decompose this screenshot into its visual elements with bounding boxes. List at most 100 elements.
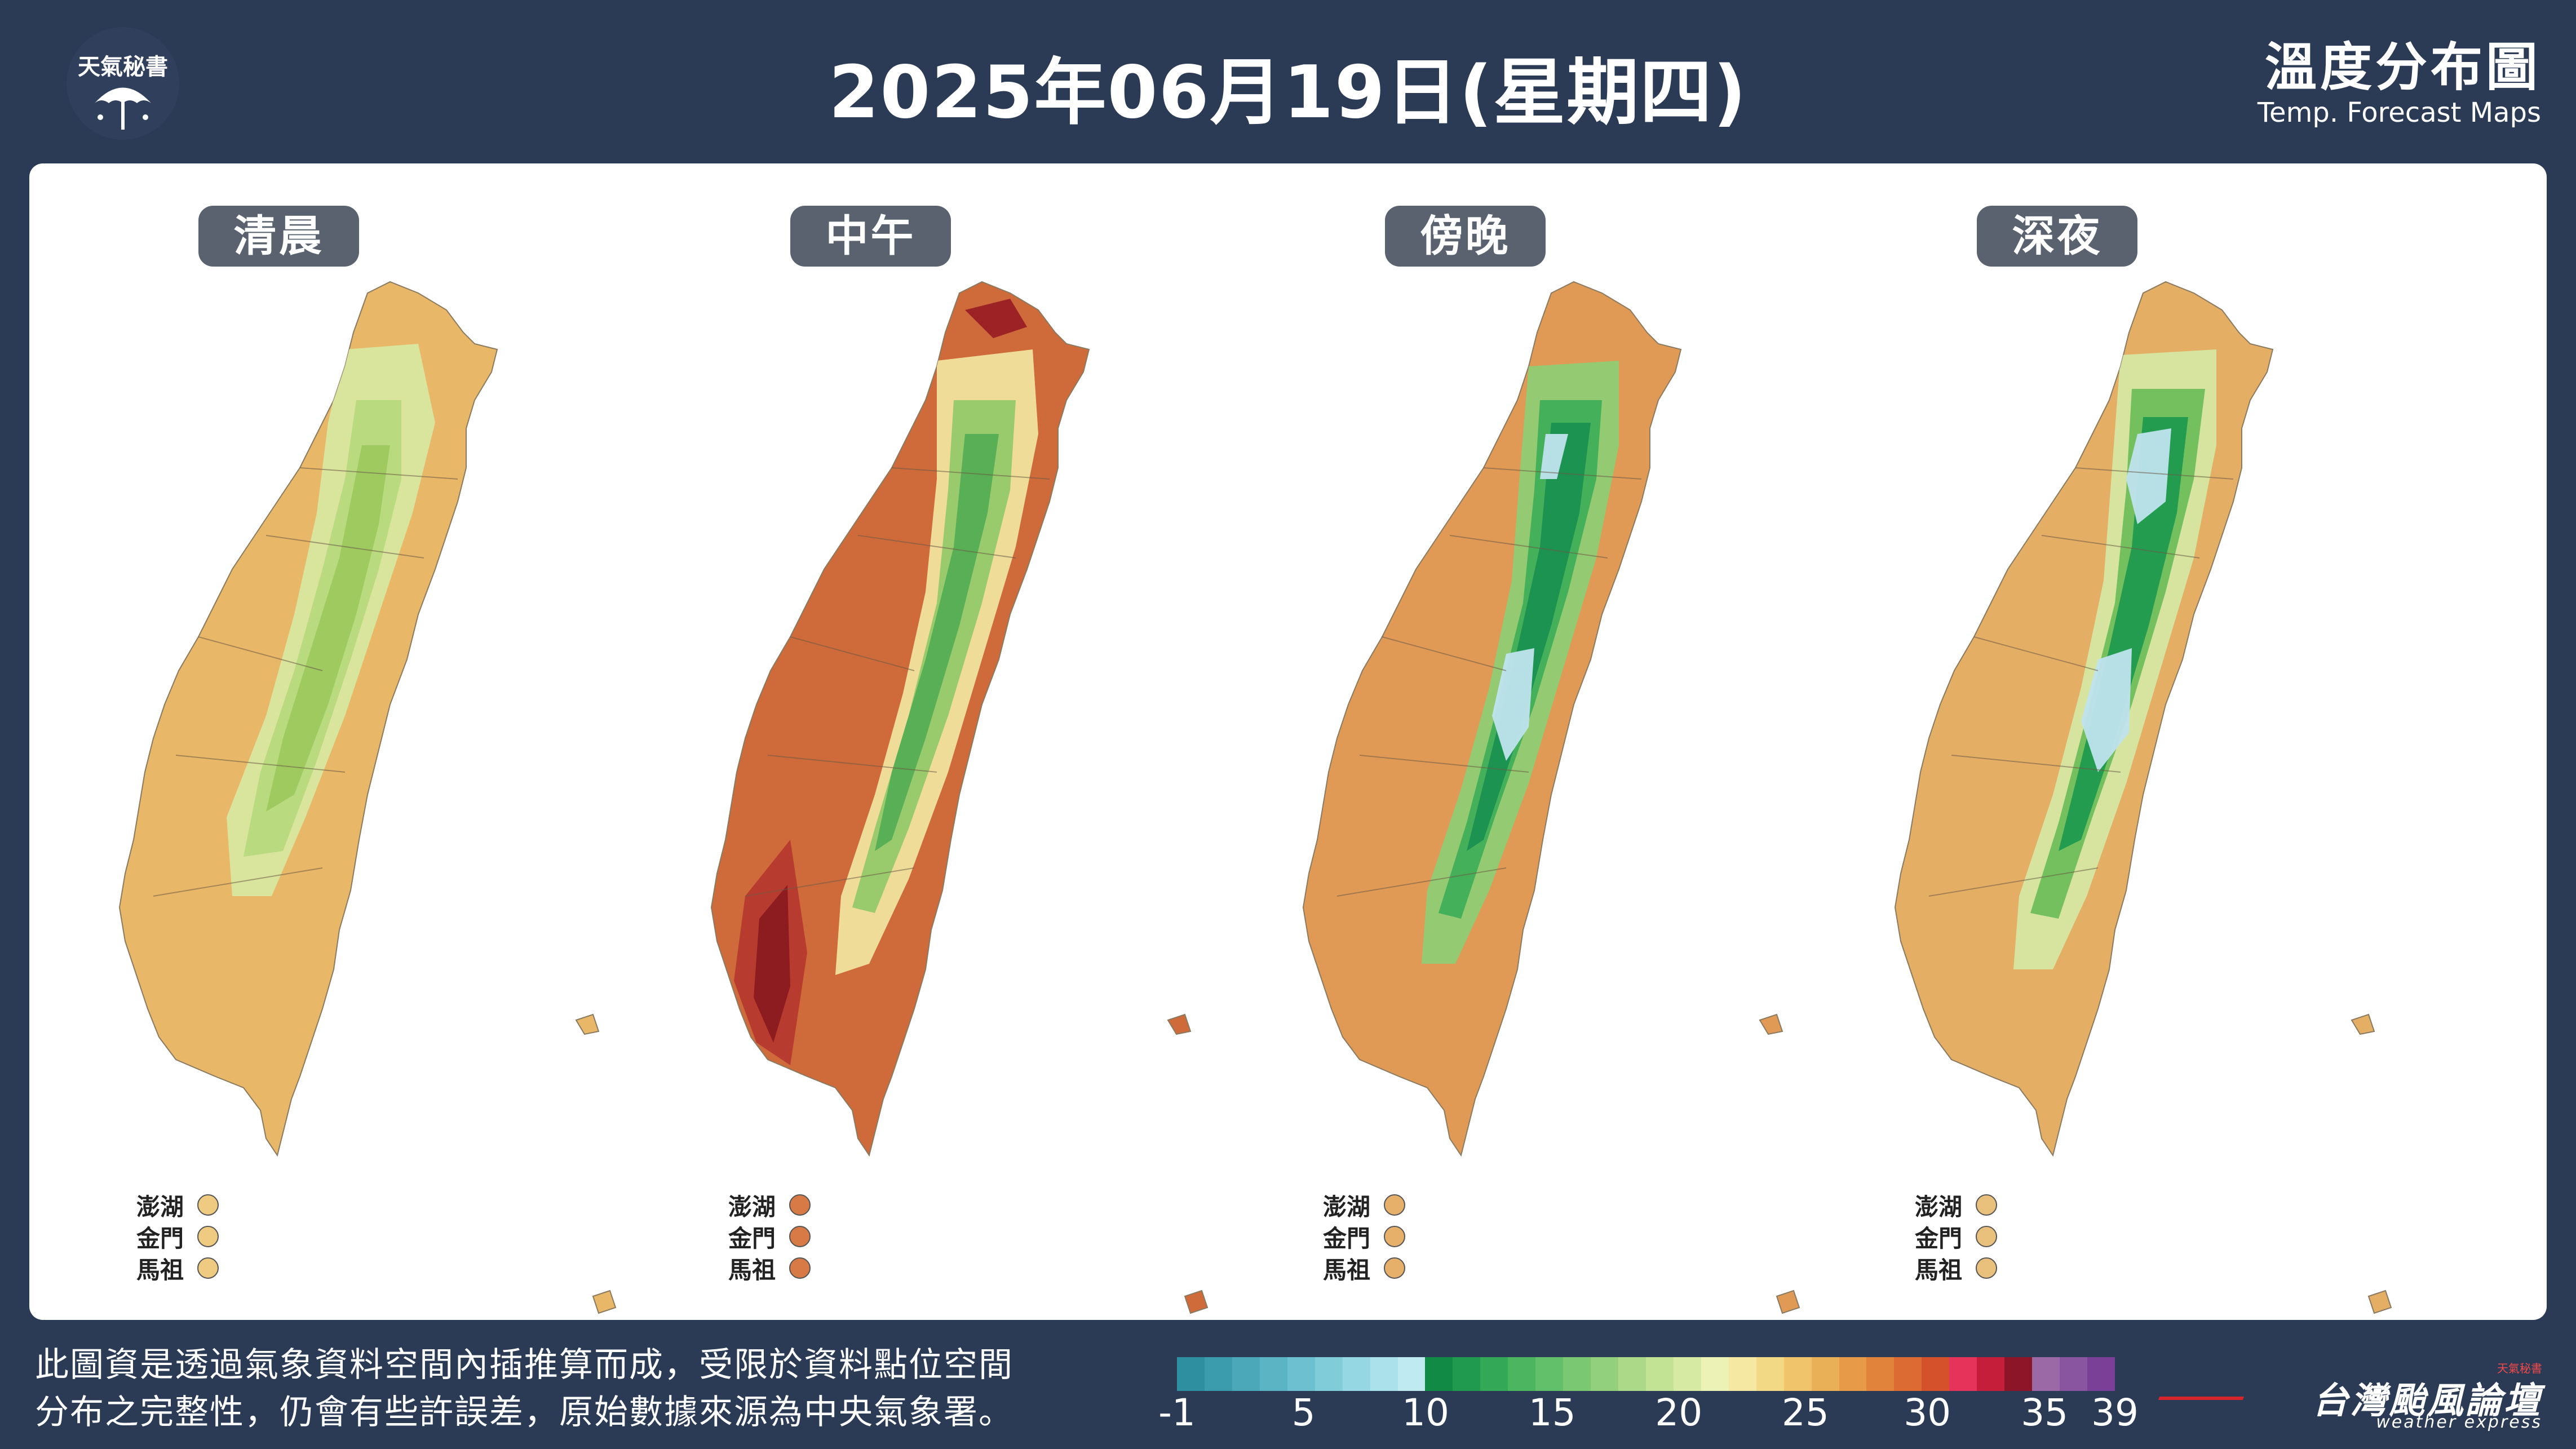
scale-tick-label: 25 bbox=[1781, 1391, 1829, 1434]
brand-name-zh: 台灣颱風論壇 bbox=[2312, 1380, 2542, 1422]
map-title-zh: 溫度分布圖 bbox=[2264, 37, 2541, 98]
scale-color-cell bbox=[1177, 1357, 1205, 1391]
maps-panel: 清晨澎湖 金門 馬祖 中午澎湖 金門 馬祖 bbox=[29, 163, 2547, 1320]
island-name: 金門 bbox=[728, 1224, 776, 1252]
outlying-islands-legend: 澎湖 金門 馬祖 bbox=[728, 1189, 811, 1284]
scale-color-cell bbox=[1370, 1357, 1398, 1391]
map-title-en: Temp. Forecast Maps bbox=[2257, 97, 2541, 128]
island-temperature-dot bbox=[197, 1194, 219, 1216]
scale-color-cell bbox=[2032, 1357, 2060, 1391]
scale-color-cell bbox=[1425, 1357, 1453, 1391]
island-name: 澎湖 bbox=[1915, 1193, 1963, 1221]
island-temperature-dot bbox=[1976, 1194, 1997, 1216]
period-label-2: 中午 bbox=[790, 206, 951, 267]
scale-color-cell bbox=[2087, 1357, 2115, 1391]
scale-color-cell bbox=[1811, 1357, 1839, 1391]
island-name: 金門 bbox=[136, 1224, 184, 1252]
island-row: 馬祖 bbox=[136, 1252, 219, 1284]
island-name: 馬祖 bbox=[728, 1256, 776, 1284]
scale-color-cell bbox=[1618, 1357, 1646, 1391]
disclaimer-line-1: 此圖資是透過氣象資料空間內插推算而成，受限於資料點位空間 bbox=[35, 1345, 1013, 1385]
scale-color-cell bbox=[1673, 1357, 1701, 1391]
scale-color-cell bbox=[1204, 1357, 1232, 1391]
taiwan-temperature-map bbox=[118, 281, 617, 1314]
scale-tick-label: 5 bbox=[1291, 1391, 1316, 1434]
scale-color-cell bbox=[1508, 1357, 1536, 1391]
scale-color-cell bbox=[1866, 1357, 1895, 1391]
period-label-1: 清晨 bbox=[198, 206, 359, 267]
scale-color-cell bbox=[1480, 1357, 1508, 1391]
map-panel-2: 中午澎湖 金門 馬祖 bbox=[621, 163, 1213, 1320]
island-temperature-dot bbox=[789, 1257, 811, 1279]
island-name: 馬祖 bbox=[136, 1256, 184, 1284]
scale-tick-label: 20 bbox=[1655, 1391, 1703, 1434]
island-row: 澎湖 bbox=[1915, 1189, 1997, 1221]
scale-tick-label: 39 bbox=[2091, 1391, 2139, 1434]
island-temperature-dot bbox=[1384, 1226, 1405, 1247]
island-temperature-dot bbox=[789, 1194, 811, 1216]
island-temperature-dot bbox=[197, 1226, 219, 1247]
scale-color-cell bbox=[1839, 1357, 1867, 1391]
date-title: 2025年06月19日(星期四) bbox=[829, 51, 1747, 135]
scale-tick-label: 15 bbox=[1528, 1391, 1576, 1434]
outlying-islands-legend: 澎湖 金門 馬祖 bbox=[1323, 1189, 1405, 1284]
island-name: 澎湖 bbox=[728, 1193, 776, 1221]
island-row: 馬祖 bbox=[728, 1252, 811, 1284]
brand-name-en: weather express bbox=[2376, 1412, 2542, 1432]
map-panel-1: 清晨澎湖 金門 馬祖 bbox=[29, 163, 621, 1320]
taiwan-temperature-map bbox=[710, 281, 1209, 1314]
island-row: 金門 bbox=[1323, 1221, 1405, 1252]
island-row: 金門 bbox=[136, 1221, 219, 1252]
data-disclaimer: 此圖資是透過氣象資料空間內插推算而成，受限於資料點位空間 分布之完整性，仍會有些… bbox=[35, 1341, 1013, 1436]
scale-color-cell bbox=[2004, 1357, 2033, 1391]
island-temperature-dot bbox=[1976, 1257, 1997, 1279]
scale-color-cell bbox=[1949, 1357, 1977, 1391]
island-row: 金門 bbox=[1915, 1221, 1997, 1252]
scale-color-cell bbox=[1397, 1357, 1426, 1391]
umbrella-icon bbox=[95, 87, 151, 130]
scale-color-cell bbox=[1894, 1357, 1922, 1391]
island-temperature-dot bbox=[1384, 1194, 1405, 1216]
scale-tick-labels: -1 5 10 15 20 25 30 35 39 bbox=[1158, 1391, 2139, 1436]
period-label-4: 深夜 bbox=[1977, 206, 2137, 267]
scale-color-cell bbox=[1591, 1357, 1618, 1391]
island-temperature-dot bbox=[197, 1257, 219, 1279]
scale-color-cell bbox=[1701, 1357, 1729, 1391]
period-label-3: 傍晚 bbox=[1385, 206, 1546, 267]
island-temperature-dot bbox=[1384, 1257, 1405, 1279]
island-temperature-dot bbox=[789, 1226, 811, 1247]
temperature-color-scale bbox=[1177, 1357, 2115, 1391]
logo-text: 天氣秘書 bbox=[78, 54, 168, 80]
scale-color-cell bbox=[1756, 1357, 1784, 1391]
outlying-islands-legend: 澎湖 金門 馬祖 bbox=[136, 1189, 219, 1284]
scale-color-cell bbox=[1259, 1357, 1287, 1391]
brand-swoosh bbox=[2158, 1397, 2245, 1400]
scale-color-cell bbox=[1783, 1357, 1812, 1391]
scale-tick-label: 35 bbox=[2021, 1391, 2069, 1434]
scale-color-cell bbox=[2060, 1357, 2087, 1391]
taiwan-temperature-map bbox=[1894, 281, 2392, 1314]
brand-tiny-text: 天氣秘書 bbox=[2497, 1362, 2542, 1375]
scale-color-cell bbox=[1563, 1357, 1591, 1391]
map-panel-4: 深夜 澎湖 金門 馬祖 bbox=[1805, 163, 2397, 1320]
scale-color-cell bbox=[1728, 1357, 1756, 1391]
scale-color-cell bbox=[1232, 1357, 1260, 1391]
map-panel-3: 傍晚澎湖 金門 馬祖 bbox=[1213, 163, 1805, 1320]
scale-color-cell bbox=[1535, 1357, 1564, 1391]
brand-logo: 天氣秘書 台灣颱風論壇 weather express bbox=[2158, 1358, 2548, 1437]
island-row: 澎湖 bbox=[1323, 1189, 1405, 1221]
scale-tick-label: -1 bbox=[1158, 1391, 1196, 1434]
island-name: 金門 bbox=[1915, 1224, 1963, 1252]
scale-color-cell bbox=[1453, 1357, 1481, 1391]
island-row: 金門 bbox=[728, 1221, 811, 1252]
island-name: 金門 bbox=[1323, 1224, 1371, 1252]
island-row: 澎湖 bbox=[136, 1189, 219, 1221]
island-name: 馬祖 bbox=[1323, 1256, 1371, 1284]
logo: 天氣秘書 bbox=[67, 27, 179, 140]
island-row: 馬祖 bbox=[1323, 1252, 1405, 1284]
scale-color-cell bbox=[1977, 1357, 2005, 1391]
disclaimer-line-2: 分布之完整性，仍會有些許誤差，原始數據來源為中央氣象署。 bbox=[35, 1393, 1013, 1432]
scale-color-cell bbox=[1645, 1357, 1674, 1391]
scale-tick-label: 30 bbox=[1904, 1391, 1951, 1434]
scale-tick-label: 10 bbox=[1401, 1391, 1449, 1434]
